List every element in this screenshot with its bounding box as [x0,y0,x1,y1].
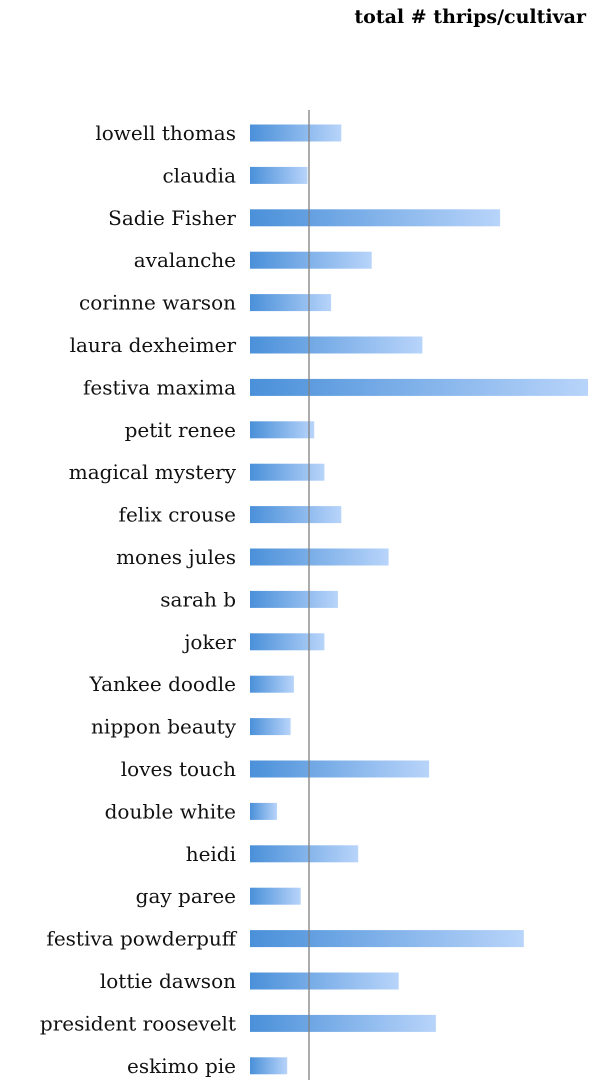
category-label: Yankee doodle [88,672,236,696]
category-label: nippon beauty [91,715,237,739]
category-label: lottie dawson [100,969,236,993]
bar [250,166,308,184]
category-label: lowell thomas [95,121,236,145]
category-label: corinne warson [79,291,236,315]
category-label: eskimo pie [127,1054,236,1078]
bar [250,802,277,820]
bar [250,209,501,227]
bar [250,378,588,396]
bar [250,294,332,312]
bar [250,251,372,269]
category-label: festiva powderpuff [46,927,237,951]
bar [250,548,389,566]
category-label: mones jules [116,545,236,569]
category-label: sarah b [160,587,236,611]
category-label: president roosevelt [40,1011,236,1035]
bar [250,1057,288,1075]
bar [250,506,342,524]
category-label: festiva maxima [83,375,236,399]
bar [250,336,423,354]
bar [250,845,359,863]
category-label: loves touch [121,757,236,781]
bar [250,718,291,736]
bars-layer [250,124,588,1075]
bar [250,760,430,778]
category-label: claudia [162,163,236,187]
bar [250,463,325,481]
category-label: heidi [186,842,236,866]
category-label: Sadie Fisher [108,206,236,230]
category-label: avalanche [134,248,236,272]
category-label: joker [182,630,236,654]
category-label: petit renee [125,418,236,442]
bar [250,972,399,990]
bar [250,421,315,439]
bar [250,887,301,905]
category-label: double white [105,799,236,823]
category-labels: lowell thomas claudia Sadie Fisher avalanch… [40,121,238,1078]
bar [250,675,294,693]
bar [250,930,524,948]
category-label: magical mystery [69,460,237,484]
bar [250,633,325,651]
category-label: felix crouse [119,503,236,527]
bar [250,124,342,142]
bar [250,1014,436,1032]
bar [250,590,338,608]
category-label: gay paree [136,884,236,908]
chart-title: total # thrips/cultivar [354,6,586,28]
category-label: laura dexheimer [70,333,237,357]
